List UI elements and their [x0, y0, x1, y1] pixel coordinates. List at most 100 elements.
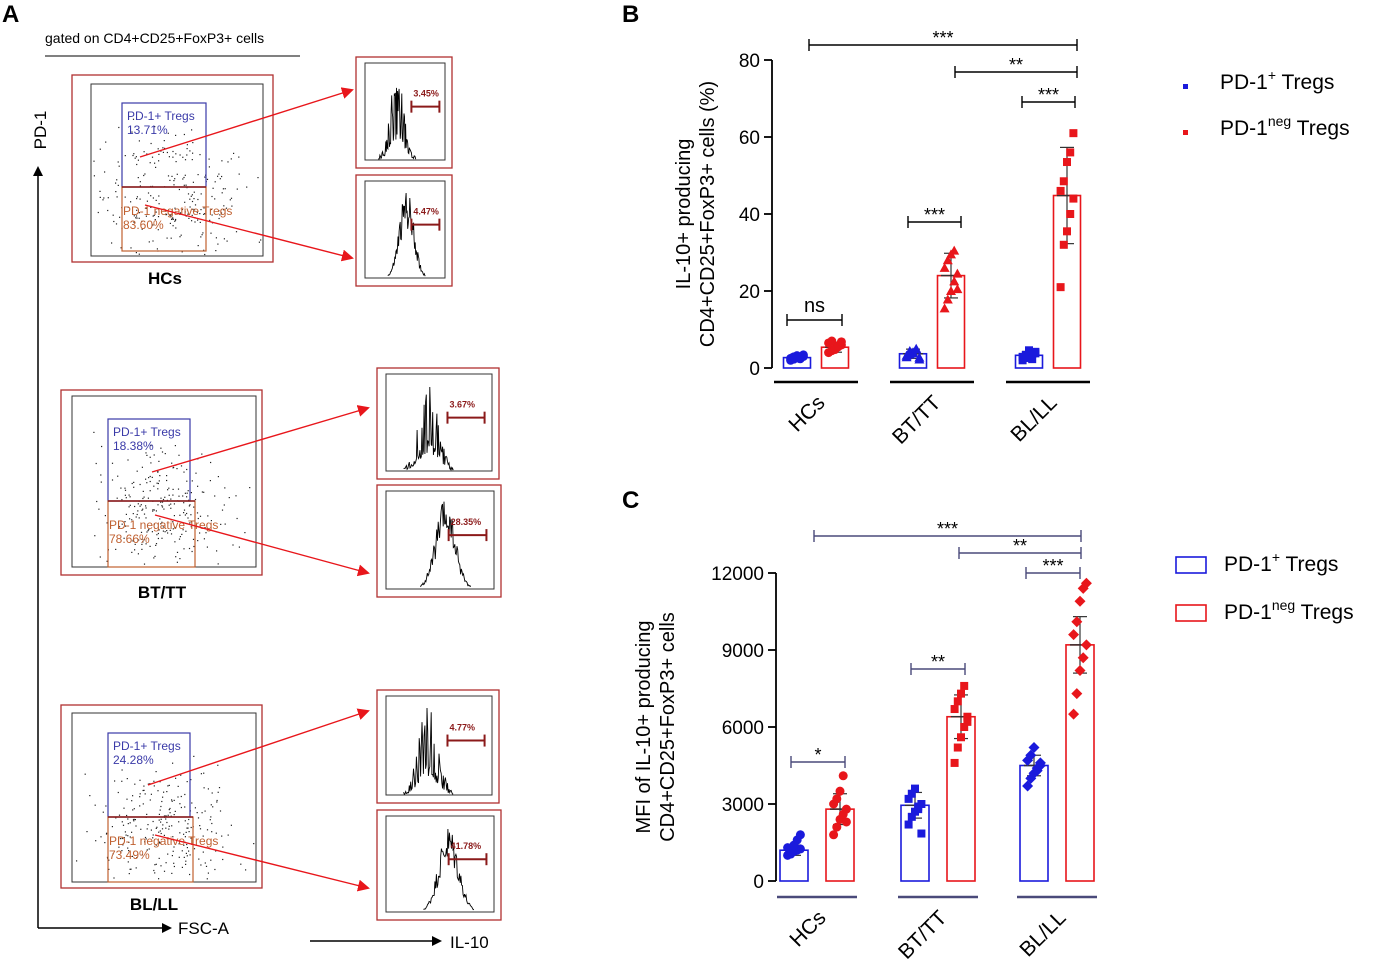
significance-label: ***: [1038, 85, 1059, 105]
data-point: [952, 268, 963, 278]
data-point: [950, 705, 959, 714]
y-axis-label-line1: MFI of IL-10+ producing: [633, 621, 655, 834]
significance-label: **: [931, 652, 945, 672]
histogram-trace: [387, 192, 426, 277]
significance-label: *: [814, 745, 821, 765]
y-tick-label: 80: [739, 51, 760, 72]
hist-pd1-neg: 41.78%: [376, 809, 502, 921]
significance-label: **: [1013, 536, 1027, 556]
panel-a: gated on CD4+CD25+FoxP3+ cells PD-1 FSC-…: [31, 30, 502, 952]
data-point: [1034, 757, 1046, 769]
pd1-pos-label: PD-1+ Tregs: [113, 425, 181, 439]
data-point: [841, 804, 851, 814]
pd1-axis-label: PD-1: [31, 111, 50, 150]
significance-label: ***: [937, 519, 958, 539]
x-category-label: BT/TT: [894, 906, 952, 962]
histogram-trace: [403, 386, 454, 471]
gate-to-histogram-arrow: [147, 708, 370, 786]
data-point: [957, 733, 965, 742]
data-point: [1071, 616, 1083, 628]
data-point: [836, 337, 846, 347]
histogram-axes: [364, 62, 446, 161]
data-point: [953, 697, 962, 706]
data-point: [907, 789, 916, 798]
pd1-neg-label: PD-1 negative Tregs: [109, 518, 218, 532]
pd1-pos-pct: 13.71%: [127, 123, 168, 137]
data-point: [827, 336, 837, 346]
data-point: [963, 717, 972, 726]
y-tick-label: 60: [739, 128, 760, 149]
legend-label: PD-1+ Tregs: [1220, 67, 1334, 94]
data-point: [963, 712, 972, 721]
data-point: [960, 681, 969, 690]
data-point: [949, 276, 960, 286]
legend-marker: [1183, 130, 1188, 135]
data-point: [1071, 688, 1083, 700]
pd1-pos-pct: 18.38%: [113, 439, 154, 453]
data-point: [1059, 177, 1068, 186]
group-label: BT/TT: [138, 583, 187, 602]
data-point: [795, 830, 805, 840]
data-point: [1068, 708, 1080, 720]
pd1-pos-label: PD-1+ Tregs: [113, 739, 181, 753]
dot-plot-frame: [60, 704, 263, 889]
data-point: [949, 245, 960, 255]
panel-letter-a: A: [2, 1, 19, 28]
data-point: [907, 812, 916, 821]
y-axis-label: IL-10+ producing CD4+CD25+FoxP3+ cells (%…: [673, 81, 719, 347]
pd1-pos-label: PD-1+ Tregs: [127, 109, 195, 123]
pd1-neg-label: PD-1 negative Tregs: [109, 834, 218, 848]
data-point: [1025, 346, 1033, 355]
data-point: [1028, 355, 1037, 364]
data-point: [798, 350, 808, 360]
data-point: [904, 794, 913, 803]
data-point: [952, 284, 963, 294]
dot-plot-frame: [60, 389, 263, 576]
legend-label: PD-1+ Tregs: [1224, 549, 1338, 576]
data-point: [957, 689, 965, 698]
dot-plot-events: [76, 755, 255, 880]
histogram-trace: [423, 828, 474, 911]
y-axis-label: MFI of IL-10+ producing CD4+CD25+FoxP3+ c…: [633, 612, 679, 842]
data-point: [914, 352, 925, 362]
data-point: [939, 262, 950, 272]
y-tick-label: 9000: [722, 641, 764, 662]
data-point: [950, 758, 959, 767]
group-label: HCs: [148, 269, 182, 288]
legend-label: PD-1neg Tregs: [1224, 597, 1354, 624]
bar-BT/TT-pd1neg: [946, 715, 976, 882]
histogram-axes: [385, 815, 495, 913]
data-point: [832, 794, 842, 804]
legend-marker: [1175, 604, 1207, 622]
histogram-frame: [376, 689, 500, 804]
significance-label: **: [1009, 55, 1023, 75]
histogram-frame: [355, 174, 453, 287]
data-point: [1069, 194, 1078, 203]
pd1-pos-pct: 24.28%: [113, 753, 154, 767]
gate-to-histogram-arrow: [144, 204, 354, 262]
y-tick-label: 20: [739, 282, 760, 303]
il10-gate-pct: 41.78%: [451, 841, 482, 851]
chart-b: 0 20 40 60 80 IL-10+ producing CD4+CD25+FoxP3+…: [673, 28, 1350, 449]
data-point: [786, 849, 796, 859]
il10-gate-pct: 3.45%: [413, 89, 439, 99]
data-point: [1063, 227, 1071, 236]
data-point: [1077, 652, 1089, 664]
data-point: [901, 350, 912, 360]
group-label: BL/LL: [130, 895, 178, 914]
legend-marker: [1175, 556, 1207, 574]
data-point: [908, 348, 918, 358]
hist-pd1-neg: 4.47%: [355, 174, 453, 287]
chart-c: 0 3000 6000 9000 12000 MFI of IL-10+ producin…: [633, 519, 1354, 962]
bar-BL/LL-pd1pos: [1019, 764, 1049, 882]
data-point: [939, 303, 950, 313]
bar-BL/LL-pd1neg: [1065, 644, 1095, 882]
hist-pd1-pos: 4.77%: [376, 689, 500, 804]
histogram-axes: [385, 490, 495, 590]
x-category-label: BT/TT: [888, 391, 946, 449]
data-point: [1080, 577, 1092, 589]
legend-label: PD-1neg Tregs: [1220, 113, 1350, 140]
histogram-frame: [376, 367, 500, 480]
data-point: [835, 786, 845, 796]
